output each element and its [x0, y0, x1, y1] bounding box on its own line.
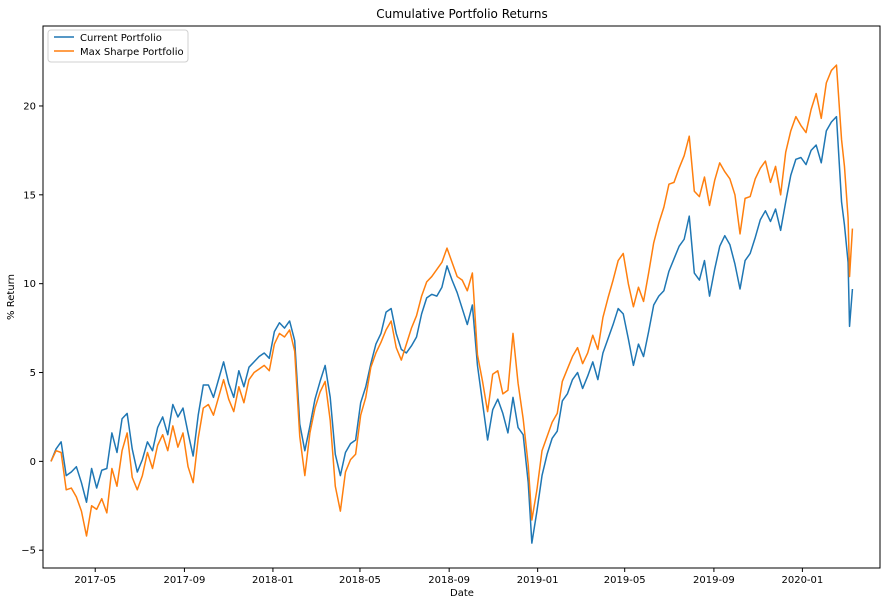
- x-tick-label: 2017-05: [74, 575, 116, 586]
- x-tick-label: 2018-05: [339, 575, 381, 586]
- legend-label-max-sharpe-portfolio: Max Sharpe Portfolio: [80, 47, 184, 58]
- y-axis: −5 0 5 10 15 20: [21, 101, 43, 557]
- x-tick-label: 2020-01: [781, 575, 823, 586]
- y-tick-label: 20: [23, 101, 36, 112]
- y-tick-label: 0: [30, 457, 36, 468]
- series-line-max-sharpe-portfolio: [50, 64, 854, 537]
- series-layer: [50, 64, 854, 544]
- y-tick-label: 15: [23, 190, 36, 201]
- y-tick-label: 10: [23, 279, 36, 290]
- y-tick-label: 5: [30, 368, 36, 379]
- x-tick-label: 2019-05: [604, 575, 646, 586]
- y-axis-title: % Return: [6, 274, 17, 320]
- series-line-current-portfolio: [50, 115, 854, 544]
- x-axis-title: Date: [450, 588, 474, 599]
- legend: Current Portfolio Max Sharpe Portfolio: [47, 29, 189, 63]
- chart-title: Cumulative Portfolio Returns: [376, 7, 548, 21]
- x-tick-label: 2018-01: [252, 575, 294, 586]
- x-tick-label: 2019-09: [693, 575, 735, 586]
- legend-label-current-portfolio: Current Portfolio: [80, 33, 162, 44]
- x-axis: 2017-05 2017-09 2018-01 2018-05 2018-09 2019-…: [74, 568, 823, 586]
- legend-box: [47, 29, 189, 63]
- y-tick-label: −5: [21, 546, 36, 557]
- x-tick-label: 2018-09: [428, 575, 470, 586]
- x-tick-label: 2019-01: [517, 575, 559, 586]
- x-tick-label: 2017-09: [164, 575, 206, 586]
- plot-area: [42, 25, 881, 569]
